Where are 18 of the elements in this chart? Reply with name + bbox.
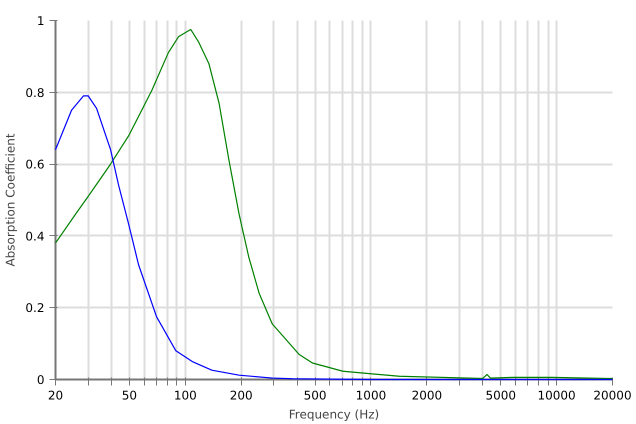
- x-tick-label: 50: [122, 388, 138, 402]
- y-tick-label: 0.6: [25, 158, 45, 172]
- x-tick-label: 2000: [412, 388, 442, 402]
- x-tick-label: 1000: [356, 388, 386, 402]
- x-tick-label: 20: [48, 388, 64, 402]
- x-tick-label: 200: [230, 388, 253, 402]
- y-tick-label: 0.8: [25, 86, 45, 100]
- x-tick-label: 10000: [538, 388, 576, 402]
- y-tick-label: 0.2: [25, 301, 45, 316]
- x-tick-label: 500: [304, 388, 327, 402]
- x-tick-label: 100: [174, 388, 197, 402]
- y-tick-label: 1: [36, 14, 45, 28]
- x-axis-title: Frequency (Hz): [288, 408, 380, 422]
- x-tick-label: 20000: [593, 388, 632, 402]
- y-axis-title: Absorption Coefficient: [3, 133, 18, 267]
- y-tick-label: 0.4: [25, 229, 45, 244]
- y-tick-label: 0: [36, 373, 45, 387]
- x-tick-label: 5000: [485, 388, 516, 402]
